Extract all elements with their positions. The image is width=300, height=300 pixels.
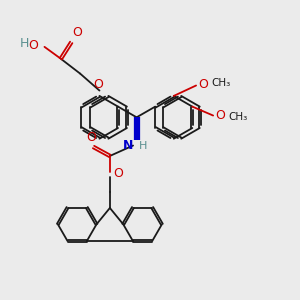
Text: N: N	[123, 139, 133, 152]
Text: O: O	[86, 131, 96, 144]
Text: H: H	[20, 38, 29, 50]
Text: O: O	[28, 39, 38, 52]
Text: CH₃: CH₃	[228, 112, 247, 122]
Text: H: H	[139, 140, 147, 151]
Text: O: O	[113, 167, 123, 180]
Text: O: O	[93, 78, 103, 92]
Text: O: O	[198, 78, 208, 92]
Text: O: O	[73, 26, 82, 39]
Text: O: O	[215, 109, 225, 122]
Text: CH₃: CH₃	[211, 78, 230, 88]
